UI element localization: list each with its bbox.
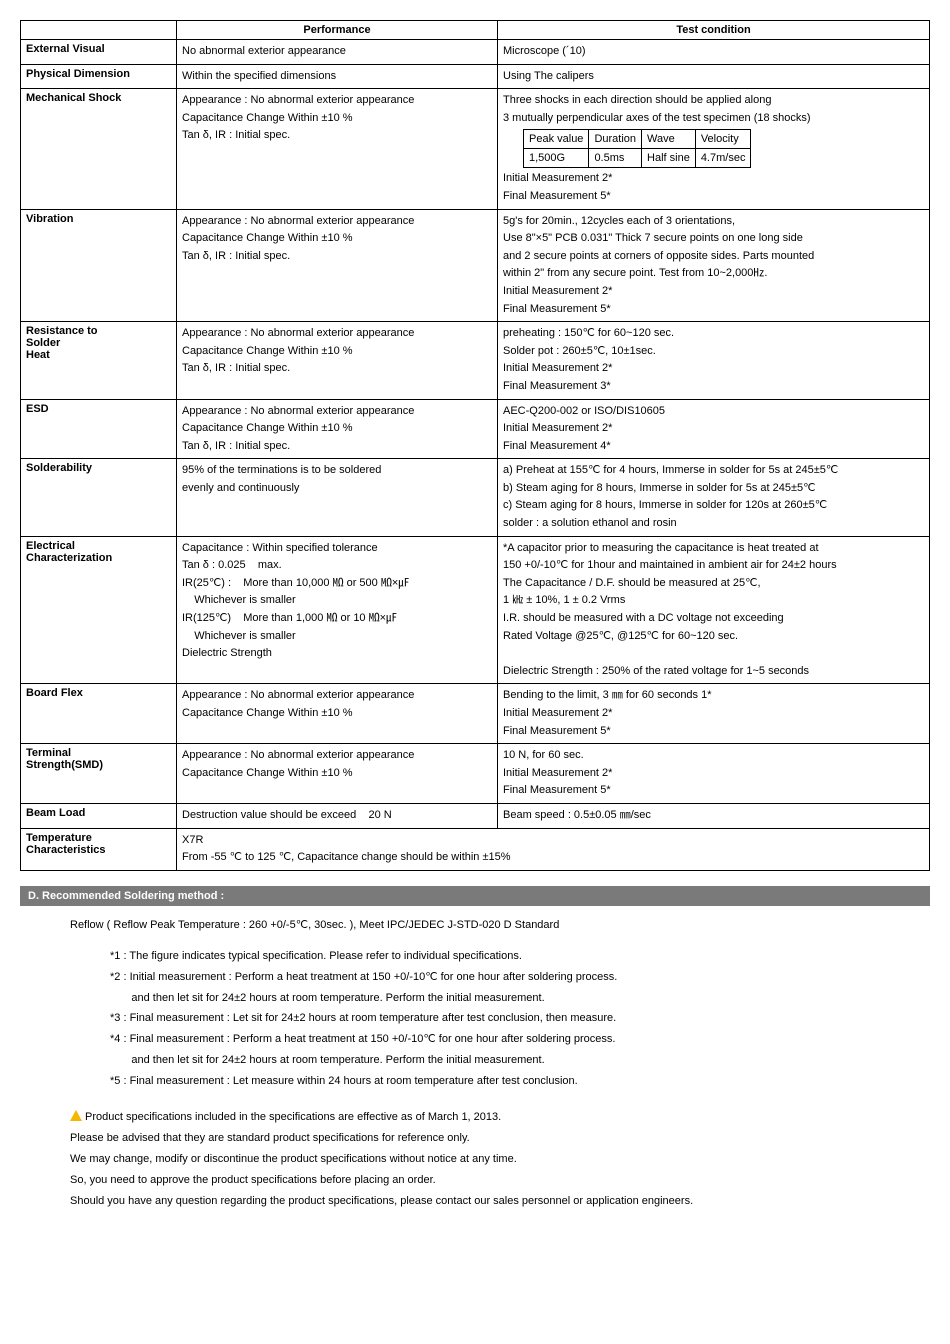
- note-line: and then let sit for 24±2 hours at room …: [110, 988, 930, 1009]
- row-perf: Appearance : No abnormal exterior appear…: [177, 209, 498, 322]
- row-perf: No abnormal exterior appearance: [177, 40, 498, 65]
- spec-table: Performance Test condition External Visu…: [20, 20, 930, 871]
- note-line: *3 : Final measurement : Let sit for 24±…: [110, 1008, 930, 1029]
- row-cond: AEC-Q200-002 or ISO/DIS10605Initial Meas…: [498, 399, 930, 459]
- row-label: Board Flex: [21, 684, 177, 744]
- row-label: ESD: [21, 399, 177, 459]
- row-perf: Appearance : No abnormal exterior appear…: [177, 322, 498, 399]
- reflow-text: Reflow ( Reflow Peak Temperature : 260 +…: [70, 918, 930, 931]
- row-perf: Appearance : No abnormal exterior appear…: [177, 684, 498, 744]
- header-condition: Test condition: [498, 21, 930, 40]
- row-cond: Microscope (´10): [498, 40, 930, 65]
- row-cond: Using The calipers: [498, 64, 930, 89]
- note-line: *2 : Initial measurement : Perform a hea…: [110, 967, 930, 988]
- header-blank: [21, 21, 177, 40]
- row-cond: Three shocks in each direction should be…: [498, 89, 930, 209]
- row-cond: preheating : 150℃ for 60~120 sec.Solder …: [498, 322, 930, 399]
- row-perf: Within the specified dimensions: [177, 64, 498, 89]
- note-line: and then let sit for 24±2 hours at room …: [110, 1050, 930, 1071]
- row-label: Physical Dimension: [21, 64, 177, 89]
- row-label: TerminalStrength(SMD): [21, 744, 177, 804]
- row-label: ElectricalCharacterization: [21, 536, 177, 684]
- note-line: *5 : Final measurement : Let measure wit…: [110, 1071, 930, 1092]
- row-perf: Appearance : No abnormal exterior appear…: [177, 399, 498, 459]
- header-performance: Performance: [177, 21, 498, 40]
- footer-line: Product specifications included in the s…: [70, 1107, 930, 1128]
- row-perf: Capacitance : Within specified tolerance…: [177, 536, 498, 684]
- footer-line: We may change, modify or discontinue the…: [70, 1149, 930, 1170]
- row-perf: 95% of the terminations is to be soldere…: [177, 459, 498, 536]
- row-cond: Beam speed : 0.5±0.05 ㎜/sec: [498, 803, 930, 828]
- row-label: Vibration: [21, 209, 177, 322]
- note-line: *4 : Final measurement : Perform a heat …: [110, 1029, 930, 1050]
- warning-icon: [70, 1110, 82, 1121]
- row-perf: Appearance : No abnormal exterior appear…: [177, 89, 498, 209]
- row-label: Beam Load: [21, 803, 177, 828]
- row-label: TemperatureCharacteristics: [21, 828, 177, 870]
- row-cond: 5g's for 20min., 12cycles each of 3 orie…: [498, 209, 930, 322]
- row-cond: a) Preheat at 155℃ for 4 hours, Immerse …: [498, 459, 930, 536]
- row-label: Solderability: [21, 459, 177, 536]
- note-line: *1 : The figure indicates typical specif…: [110, 946, 930, 967]
- row-cond: Bending to the limit, 3 ㎜ for 60 seconds…: [498, 684, 930, 744]
- row-cond: 10 N, for 60 sec.Initial Measurement 2*F…: [498, 744, 930, 804]
- section-d-header: D. Recommended Soldering method :: [20, 886, 930, 906]
- footer-line: Should you have any question regarding t…: [70, 1191, 930, 1212]
- row-perf: Appearance : No abnormal exterior appear…: [177, 744, 498, 804]
- footer-line: Please be advised that they are standard…: [70, 1128, 930, 1149]
- row-label: Resistance toSolderHeat: [21, 322, 177, 399]
- row-label: External Visual: [21, 40, 177, 65]
- row-fullspan: X7RFrom -55 ℃ to 125 ℃, Capacitance chan…: [177, 828, 930, 870]
- footer-line: So, you need to approve the product spec…: [70, 1170, 930, 1191]
- row-cond: *A capacitor prior to measuring the capa…: [498, 536, 930, 684]
- notes-block: *1 : The figure indicates typical specif…: [110, 946, 930, 1092]
- row-label: Mechanical Shock: [21, 89, 177, 209]
- row-perf: Destruction value should be exceed 20 N: [177, 803, 498, 828]
- footer-block: Product specifications included in the s…: [70, 1107, 930, 1211]
